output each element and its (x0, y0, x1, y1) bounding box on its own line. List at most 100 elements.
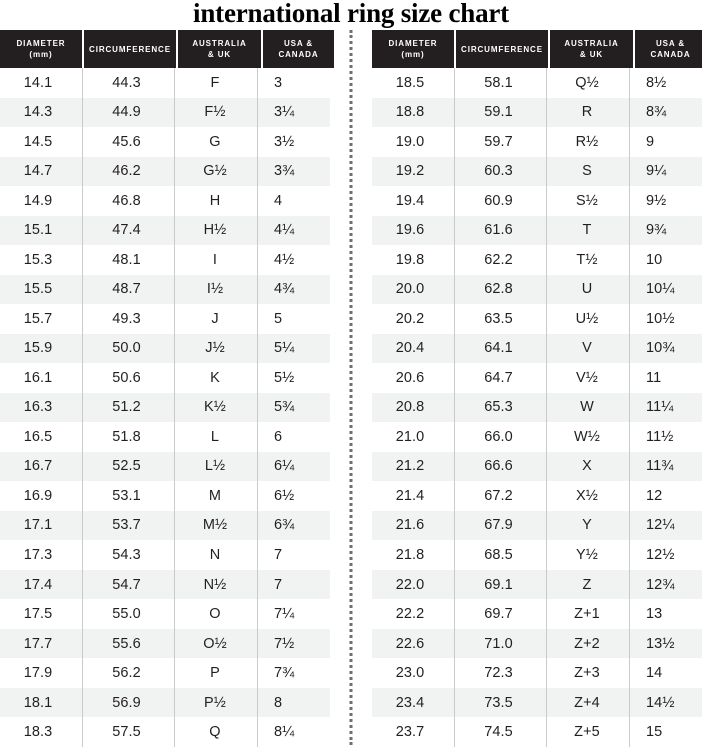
header-label: AUSTRALIA (564, 39, 619, 48)
cell-australia-uk: K (174, 363, 257, 393)
table-row: 23.4 73.5 Z+4 14½ (372, 687, 702, 718)
cell-diameter: 20.4 (395, 340, 425, 357)
cell-diameter: 17.1 (23, 517, 53, 534)
header-cell-circumference: CIRCUMFERENCE (456, 30, 548, 68)
ring-size-table-right: DIAMETER (mm) CIRCUMFERENCE AUSTRALIA & … (372, 30, 702, 747)
table-row: 22.2 69.7 Z+1 13 (372, 599, 702, 629)
cell-usa-canada: 10¾ (629, 333, 700, 364)
page-title: international ring size chart (193, 0, 509, 28)
cell-usa-canada: 5 (257, 304, 328, 334)
cell-usa-canada: 9¾ (629, 215, 700, 246)
cell-circumference: 61.6 (454, 215, 546, 246)
cell-australia-uk: H½ (174, 215, 257, 246)
cell-diameter: 16.5 (23, 428, 53, 445)
cell-usa-canada: 5¾ (257, 392, 328, 423)
cell-usa-canada: 11¼ (629, 392, 700, 423)
cell-circumference: 66.6 (454, 451, 546, 482)
header-cell-australia-uk: AUSTRALIA & UK (178, 30, 261, 68)
cell-diameter: 23.7 (395, 724, 425, 741)
cell-usa-canada: 8¼ (257, 717, 328, 747)
header-label: USA & (655, 39, 686, 48)
header-cell-diameter: DIAMETER (mm) (0, 30, 82, 68)
cell-circumference: 69.7 (454, 599, 546, 629)
cell-circumference: 62.8 (454, 274, 546, 305)
cell-circumference: 66.0 (454, 422, 546, 452)
table-row: 17.5 55.0 O 7¼ (0, 599, 330, 629)
cell-australia-uk: S½ (546, 186, 629, 216)
cell-circumference: 56.9 (82, 687, 174, 718)
table-row: 17.7 55.6 O½ 7½ (0, 628, 330, 659)
cell-australia-uk: Z+3 (546, 658, 629, 688)
cell-circumference: 62.2 (454, 245, 546, 275)
table-row: 14.9 46.8 H 4 (0, 186, 330, 216)
cell-diameter: 19.4 (395, 192, 425, 209)
cell-circumference: 55.0 (82, 599, 174, 629)
cell-circumference: 72.3 (454, 658, 546, 688)
cell-diameter: 18.8 (395, 104, 425, 121)
cell-diameter: 14.3 (23, 104, 53, 121)
table-row: 15.5 48.7 I½ 4¾ (0, 274, 330, 305)
cell-diameter: 23.0 (395, 665, 425, 682)
cell-usa-canada: 6¼ (257, 451, 328, 482)
dotted-divider (330, 30, 372, 747)
cell-usa-canada: 4 (257, 186, 328, 216)
table-row: 16.3 51.2 K½ 5¾ (0, 392, 330, 423)
cell-circumference: 50.0 (82, 333, 174, 364)
table-row: 16.5 51.8 L 6 (0, 422, 330, 452)
table-row: 21.2 66.6 X 11¾ (372, 451, 702, 482)
header-sublabel: CANADA (278, 50, 319, 59)
cell-diameter: 14.9 (23, 192, 53, 209)
cell-australia-uk: N½ (174, 569, 257, 600)
cell-australia-uk: R (546, 97, 629, 128)
cell-australia-uk: L (174, 422, 257, 452)
cell-circumference: 45.6 (82, 127, 174, 157)
cell-diameter: 15.5 (23, 281, 53, 298)
cell-australia-uk: U (546, 274, 629, 305)
cell-diameter: 21.8 (395, 547, 425, 563)
header-sublabel: (mm) (401, 50, 425, 59)
cell-australia-uk: P½ (174, 687, 257, 718)
cell-circumference: 71.0 (454, 628, 546, 659)
cell-circumference: 65.3 (454, 392, 546, 423)
header-sublabel: & UK (207, 50, 232, 59)
cell-usa-canada: 14 (629, 658, 700, 688)
table-row: 14.7 46.2 G½ 3¾ (0, 156, 330, 187)
table-row: 19.8 62.2 T½ 10 (372, 245, 702, 275)
cell-circumference: 64.1 (454, 333, 546, 364)
cell-usa-canada: 11¾ (629, 451, 700, 482)
table-row: 16.7 52.5 L½ 6¼ (0, 451, 330, 482)
table-row: 19.4 60.9 S½ 9½ (372, 186, 702, 216)
table-row: 18.8 59.1 R 8¾ (372, 97, 702, 128)
cell-diameter: 21.0 (395, 428, 425, 445)
cell-diameter: 15.1 (23, 222, 53, 239)
cell-circumference: 74.5 (454, 717, 546, 747)
cell-australia-uk: K½ (174, 392, 257, 423)
cell-usa-canada: 12½ (629, 540, 700, 570)
cell-circumference: 48.7 (82, 274, 174, 305)
cell-usa-canada: 7¼ (257, 599, 328, 629)
cell-australia-uk: Y½ (546, 540, 629, 570)
cell-diameter: 15.7 (23, 310, 53, 327)
table-row: 21.4 67.2 X½ 12 (372, 481, 702, 511)
cell-usa-canada: 10¼ (629, 274, 700, 305)
cell-australia-uk: H (174, 186, 257, 216)
cell-diameter: 15.9 (23, 340, 53, 357)
cell-diameter: 17.5 (23, 606, 53, 623)
cell-usa-canada: 4¾ (257, 274, 328, 305)
table-row: 15.1 47.4 H½ 4¼ (0, 215, 330, 246)
table-row: 20.6 64.7 V½ 11 (372, 363, 702, 393)
cell-australia-uk: Z+1 (546, 599, 629, 629)
cell-circumference: 64.7 (454, 363, 546, 393)
cell-usa-canada: 9 (629, 127, 700, 157)
cell-circumference: 63.5 (454, 304, 546, 334)
cell-australia-uk: F½ (174, 97, 257, 128)
cell-usa-canada: 7¾ (257, 658, 328, 688)
table-row: 20.0 62.8 U 10¼ (372, 274, 702, 305)
cell-usa-canada: 7 (257, 569, 328, 600)
cell-usa-canada: 10 (629, 245, 700, 275)
header-sublabel: (mm) (29, 50, 53, 59)
table-row: 15.9 50.0 J½ 5¼ (0, 333, 330, 364)
cell-diameter: 19.2 (395, 163, 425, 180)
cell-circumference: 46.8 (82, 186, 174, 216)
table-row: 23.7 74.5 Z+5 15 (372, 717, 702, 747)
